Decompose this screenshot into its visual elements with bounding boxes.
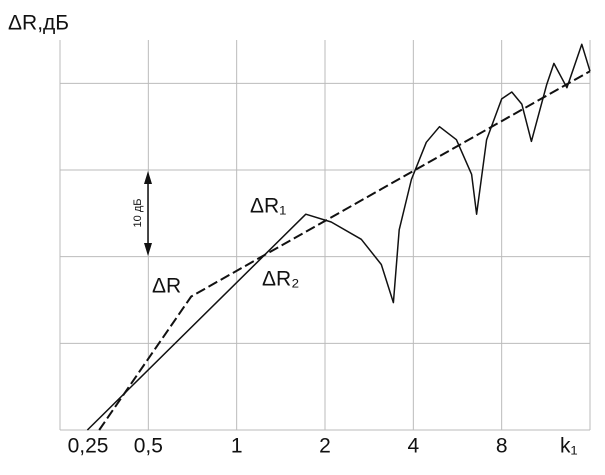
x-tick-label: 0,25 — [68, 435, 109, 458]
line-series — [98, 70, 591, 431]
scale-arrow — [144, 171, 152, 256]
line-series — [86, 43, 591, 431]
x-tick-label: 2 — [319, 435, 331, 458]
x-tick-label: 4 — [407, 435, 419, 458]
x-axis-label: k₁ — [560, 435, 578, 458]
x-tick-label: 0,5 — [134, 435, 163, 458]
scale-note: 10 дБ — [132, 199, 144, 228]
x-tick-label: 1 — [231, 435, 243, 458]
annotation: ΔR₁ — [250, 195, 286, 218]
annotation: ΔR — [152, 275, 181, 298]
annotation: ΔR₂ — [262, 268, 299, 291]
x-tick-label: 8 — [496, 435, 508, 458]
y-axis-label: ΔR,дБ — [8, 12, 69, 35]
